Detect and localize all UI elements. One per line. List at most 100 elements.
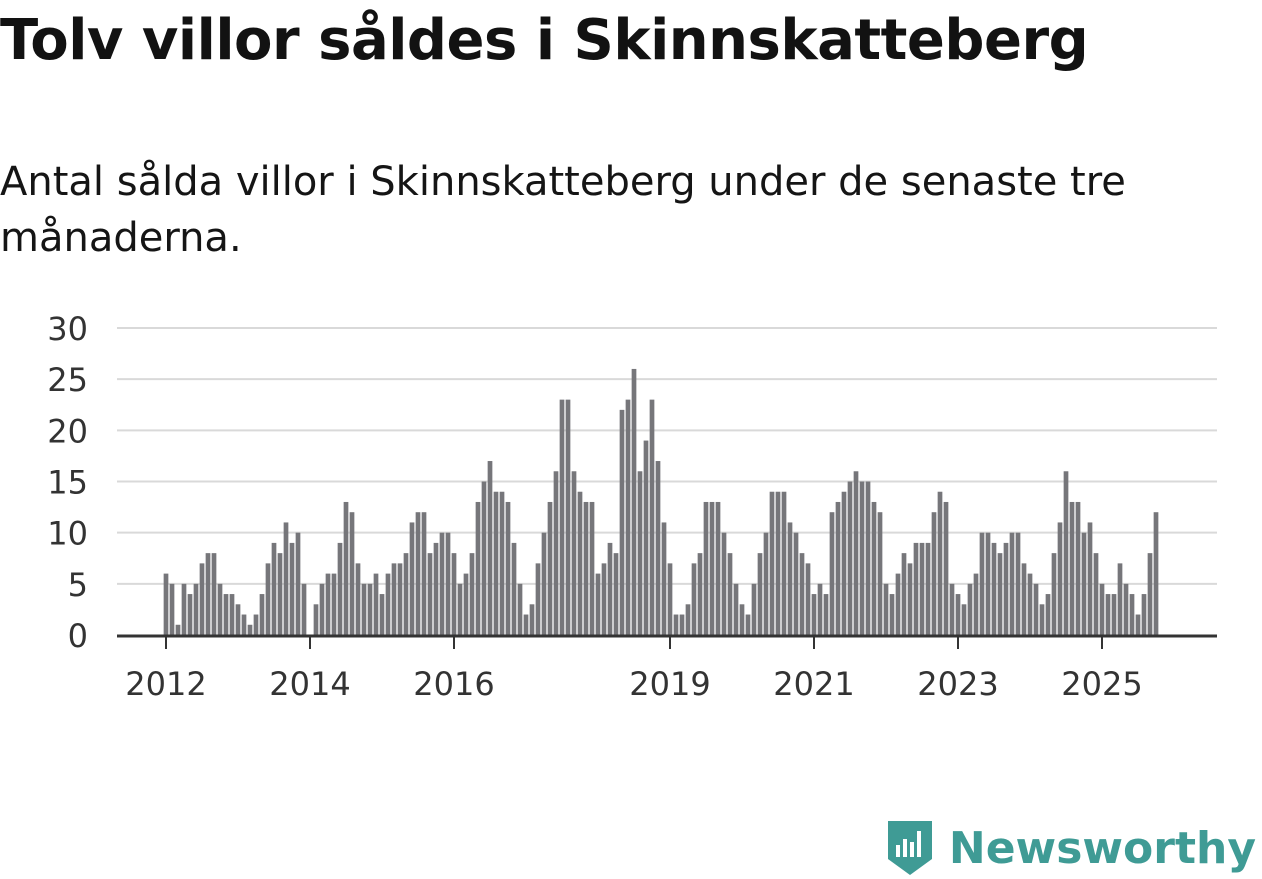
bar xyxy=(1057,522,1063,635)
y-tick-label: 20 xyxy=(47,412,88,450)
bar xyxy=(787,522,793,635)
x-tick-label: 2023 xyxy=(917,665,998,700)
x-tick-label: 2012 xyxy=(125,665,206,700)
bar xyxy=(697,553,703,635)
bar xyxy=(625,399,631,635)
bar xyxy=(1123,583,1129,635)
bar xyxy=(1105,594,1111,635)
highlight-value-label: 12 xyxy=(1143,300,1181,308)
bar xyxy=(955,594,961,635)
bar xyxy=(175,624,181,635)
bar xyxy=(181,583,187,635)
bar xyxy=(649,399,655,635)
bar xyxy=(679,614,685,635)
bar xyxy=(535,563,541,635)
bar xyxy=(253,614,259,635)
bar xyxy=(1129,594,1135,635)
chart-title: Tolv villor såldes i Skinnskatteberg xyxy=(0,8,1089,73)
bar xyxy=(421,512,427,635)
bar xyxy=(163,573,169,635)
bar xyxy=(517,583,523,635)
y-tick-label: 25 xyxy=(47,361,88,399)
bar xyxy=(529,604,535,635)
bar xyxy=(505,501,511,635)
bar xyxy=(457,583,463,635)
bar xyxy=(217,583,223,635)
bar xyxy=(391,563,397,635)
bar xyxy=(913,542,919,635)
y-tick-label: 5 xyxy=(68,566,88,604)
bar xyxy=(481,481,487,635)
bar xyxy=(1021,563,1027,635)
bar xyxy=(223,594,229,635)
bar xyxy=(1039,604,1045,635)
bar xyxy=(937,491,943,635)
newsworthy-logo-text: Newsworthy xyxy=(948,822,1256,874)
bar xyxy=(1075,501,1081,635)
bar xyxy=(997,553,1003,635)
bar xyxy=(751,583,757,635)
bar xyxy=(763,532,769,635)
bar xyxy=(319,583,325,635)
bar xyxy=(1153,512,1159,635)
bar xyxy=(1069,501,1075,635)
bar xyxy=(805,563,811,635)
bar xyxy=(871,501,877,635)
bar xyxy=(1111,594,1117,635)
y-tick-label: 0 xyxy=(68,617,88,655)
bar xyxy=(727,553,733,635)
bar xyxy=(967,583,973,635)
bar xyxy=(295,532,301,635)
bar xyxy=(1063,471,1069,635)
bar xyxy=(979,532,985,635)
bar xyxy=(205,553,211,635)
bar xyxy=(811,594,817,635)
x-tick-label: 2014 xyxy=(269,665,350,700)
bar xyxy=(343,501,349,635)
bar xyxy=(595,573,601,635)
bar xyxy=(523,614,529,635)
bar xyxy=(985,532,991,635)
x-tick-label: 2019 xyxy=(629,665,710,700)
bar xyxy=(301,583,307,635)
bar xyxy=(571,471,577,635)
bar xyxy=(541,532,547,635)
bar xyxy=(973,573,979,635)
bar xyxy=(355,563,361,635)
newsworthy-logo: Newsworthy xyxy=(885,819,1256,877)
bar xyxy=(895,573,901,635)
bar xyxy=(313,604,319,635)
bar xyxy=(745,614,751,635)
bar xyxy=(583,501,589,635)
bar xyxy=(769,491,775,635)
x-axis: 2012 2014 2016 2019 2021 2023 2025 xyxy=(117,634,1217,700)
bar xyxy=(331,573,337,635)
bar xyxy=(451,553,457,635)
bar xyxy=(487,461,493,635)
bar xyxy=(1045,594,1051,635)
bar xyxy=(823,594,829,635)
annotations: 12 xyxy=(1143,300,1181,308)
bar xyxy=(1081,532,1087,635)
bar xyxy=(793,532,799,635)
bar xyxy=(409,522,415,635)
bar xyxy=(373,573,379,635)
bar xyxy=(511,542,517,635)
bar xyxy=(463,573,469,635)
bar xyxy=(949,583,955,635)
bar xyxy=(475,501,481,635)
bar xyxy=(733,583,739,635)
bar xyxy=(637,471,643,635)
bar xyxy=(1027,573,1033,635)
bar xyxy=(433,542,439,635)
y-tick-label: 30 xyxy=(47,310,88,348)
bar xyxy=(427,553,433,635)
bar xyxy=(361,583,367,635)
grid-lines xyxy=(117,327,1217,585)
bar xyxy=(553,471,559,635)
bar xyxy=(187,594,193,635)
bar xyxy=(325,573,331,635)
bar xyxy=(1141,594,1147,635)
bar xyxy=(757,553,763,635)
